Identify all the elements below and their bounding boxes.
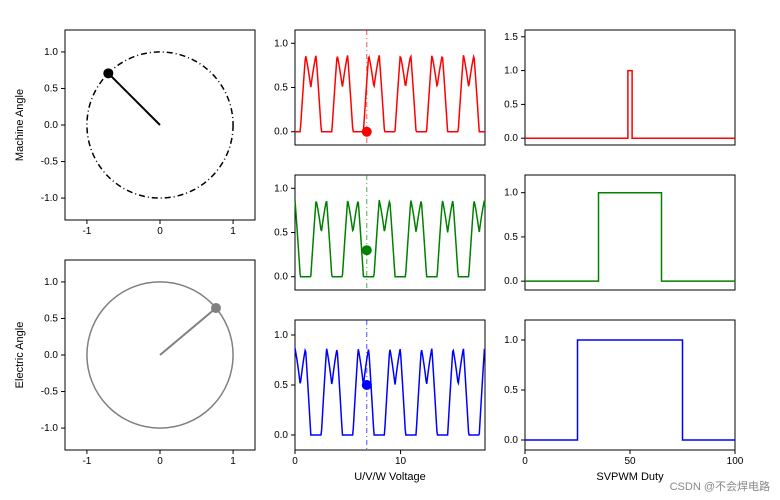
svg-text:0.0: 0.0 bbox=[44, 350, 58, 361]
svg-text:10: 10 bbox=[395, 456, 407, 467]
svg-text:-1.0: -1.0 bbox=[41, 193, 59, 204]
svg-text:1.0: 1.0 bbox=[504, 335, 518, 346]
voltage_u-plot: 0.0 0.5 1.0 bbox=[274, 30, 485, 145]
electric-angle-plot: -1.0 -0.5 0.0 0.5 1.0 -1 0 1 Electric Angle bbox=[14, 260, 255, 467]
svg-text:1.0: 1.0 bbox=[274, 330, 288, 341]
svg-text:1: 1 bbox=[230, 226, 236, 237]
svg-text:-0.5: -0.5 bbox=[41, 157, 59, 168]
voltage_v-plot: 0.0 0.5 1.0 bbox=[274, 175, 485, 290]
svg-text:1.5: 1.5 bbox=[504, 32, 518, 43]
voltage_w-plot: 0.0 0.5 1.0 0 10 bbox=[274, 320, 485, 467]
svg-text:0.5: 0.5 bbox=[44, 313, 58, 324]
svg-text:0.5: 0.5 bbox=[504, 385, 518, 396]
svg-text:0.5: 0.5 bbox=[274, 228, 288, 239]
svg-text:1.0: 1.0 bbox=[504, 188, 518, 199]
duty-xlabel: SVPWM Duty bbox=[596, 471, 664, 483]
svg-text:1.0: 1.0 bbox=[504, 66, 518, 77]
svg-text:0.5: 0.5 bbox=[44, 83, 58, 94]
svg-text:0.0: 0.0 bbox=[44, 120, 58, 131]
duty_v-plot: 0.0 0.5 1.0 bbox=[504, 175, 735, 290]
svg-text:0.5: 0.5 bbox=[504, 99, 518, 110]
svg-text:0.0: 0.0 bbox=[274, 430, 288, 441]
svg-text:0: 0 bbox=[157, 456, 163, 467]
svg-text:-0.5: -0.5 bbox=[41, 387, 59, 398]
svg-text:50: 50 bbox=[624, 456, 636, 467]
svg-text:1: 1 bbox=[230, 456, 236, 467]
svg-text:0.0: 0.0 bbox=[504, 435, 518, 446]
machine-angle-plot: -1.0 -0.5 0.0 0.5 1.0 -1 0 1 Machine Angle bbox=[14, 30, 255, 237]
svg-text:-1: -1 bbox=[82, 456, 91, 467]
svg-text:0.0: 0.0 bbox=[274, 272, 288, 283]
svg-text:0.0: 0.0 bbox=[504, 133, 518, 144]
svg-text:0.0: 0.0 bbox=[504, 276, 518, 287]
voltage-xlabel: U/V/W Voltage bbox=[354, 471, 426, 483]
svg-text:0: 0 bbox=[292, 456, 298, 467]
watermark: CSDN @不会焊电路 bbox=[670, 479, 770, 493]
svg-text:Machine Angle: Machine Angle bbox=[14, 89, 26, 161]
svg-text:1.0: 1.0 bbox=[44, 47, 58, 58]
svg-text:1.0: 1.0 bbox=[274, 183, 288, 194]
duty_u-plot: 0.0 0.5 1.0 1.5 bbox=[504, 30, 735, 145]
svg-text:0: 0 bbox=[157, 226, 163, 237]
svg-text:1.0: 1.0 bbox=[44, 277, 58, 288]
duty_w-plot: 0.0 0.5 1.0 0 50 100 bbox=[504, 320, 744, 467]
svg-text:1.0: 1.0 bbox=[274, 38, 288, 49]
svg-text:Electric Angle: Electric Angle bbox=[14, 322, 26, 389]
svg-text:-1.0: -1.0 bbox=[41, 423, 59, 434]
svg-text:100: 100 bbox=[727, 456, 744, 467]
svg-text:-1: -1 bbox=[82, 226, 91, 237]
svg-text:0.5: 0.5 bbox=[274, 380, 288, 391]
svg-text:0.0: 0.0 bbox=[274, 127, 288, 138]
svg-text:0.5: 0.5 bbox=[504, 232, 518, 243]
svg-text:0: 0 bbox=[522, 456, 528, 467]
svg-text:0.5: 0.5 bbox=[274, 83, 288, 94]
